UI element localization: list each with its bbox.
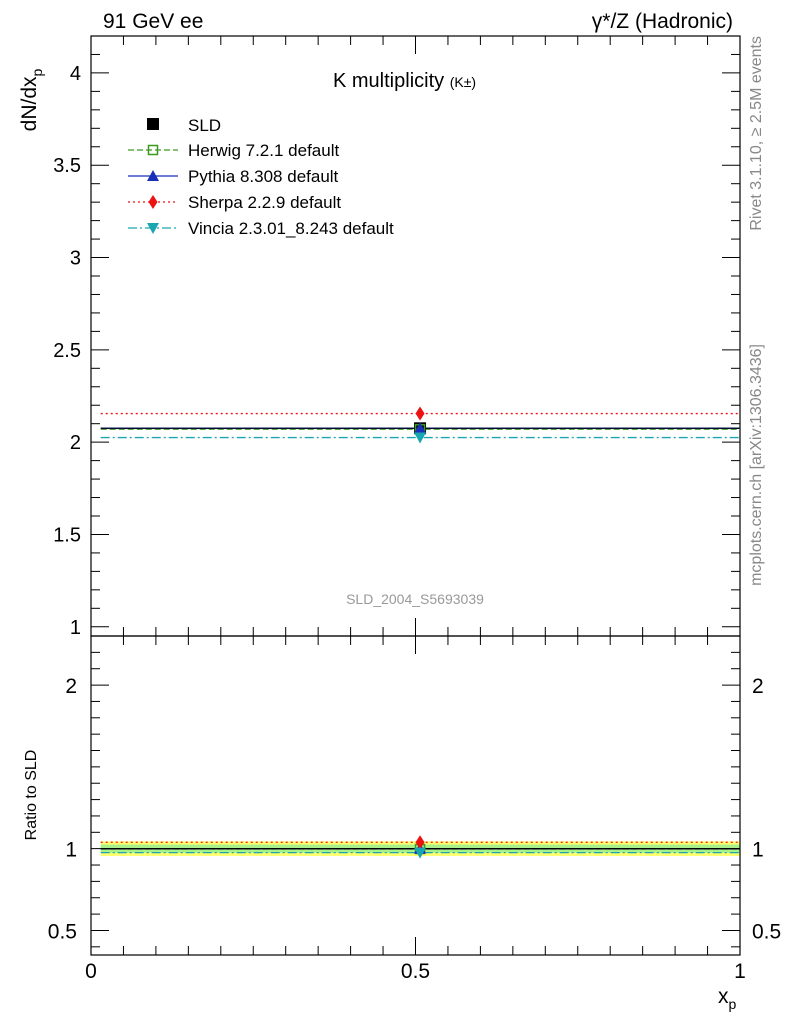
legend-pythia-marker (147, 170, 159, 181)
main-ytick-label: 2.5 (53, 340, 81, 362)
main-ylabel: dN/dxp (18, 68, 45, 131)
main-ytick-label: 3.5 (53, 155, 81, 177)
ratio-ytick-label-left: 2 (65, 675, 77, 698)
header-left-label: 91 GeV ee (103, 10, 203, 33)
ratio-sherpa-marker (415, 835, 425, 850)
main-ytick-label: 1.5 (53, 524, 81, 546)
mcplots-label: mcplots.cern.ch [arXiv:1306.3436] (748, 344, 765, 586)
legend-sherpa-label: Sherpa 2.2.9 default (188, 193, 341, 212)
header-right-label: γ*/Z (Hadronic) (592, 10, 733, 33)
legend-herwig-marker (147, 144, 159, 156)
xlabel: xp (718, 985, 737, 1012)
xtick-label: 1 (734, 960, 746, 983)
main-plot-panel: 1 1.5 2 2.5 3 3.5 4 dN/dxp K multiplicity (K±) SL… (18, 35, 741, 639)
legend-sld-label: SLD (188, 116, 221, 135)
chart-title: K multiplicity (K±) (333, 70, 476, 92)
pythia-marker (414, 422, 427, 434)
main-ytick-label: 3 (70, 248, 81, 270)
ratio-vincia-marker (414, 847, 427, 859)
ratio-ytick-label-right: 1 (752, 839, 764, 862)
ratio-ytick-label-left: 0.5 (48, 920, 77, 943)
legend-vincia-marker (147, 223, 159, 234)
analysis-watermark: SLD_2004_S5693039 (346, 591, 484, 607)
ratio-plot-panel: 0.5 0.5 1 1 2 2 0 0.5 1 Ratio to SLD xp (23, 635, 781, 1012)
ratio-ylabel: Ratio to SLD (23, 750, 40, 841)
legend-herwig-label: Herwig 7.2.1 default (188, 141, 339, 160)
legend-pythia-label: Pythia 8.308 default (188, 167, 339, 186)
legend-sherpa-marker (148, 195, 158, 209)
ratio-ytick-label-left: 1 (65, 839, 77, 862)
main-ytick-label: 1 (70, 617, 81, 639)
legend-sld-marker (147, 118, 159, 130)
vincia-marker (414, 432, 427, 444)
ratio-ytick-label-right: 2 (752, 675, 764, 698)
xtick-label: 0.5 (401, 960, 430, 983)
legend-vincia-label: Vincia 2.3.01_8.243 default (188, 219, 394, 238)
rivet-label: Rivet 3.1.10, ≥ 2.5M events (748, 36, 765, 231)
main-ytick-label: 2 (70, 432, 81, 454)
main-ytick-label: 4 (70, 63, 81, 85)
ratio-ytick-label-right: 0.5 (752, 920, 781, 943)
xtick-label: 0 (85, 960, 97, 983)
sherpa-marker (415, 406, 425, 421)
ratio-plot-frame (90, 635, 741, 956)
